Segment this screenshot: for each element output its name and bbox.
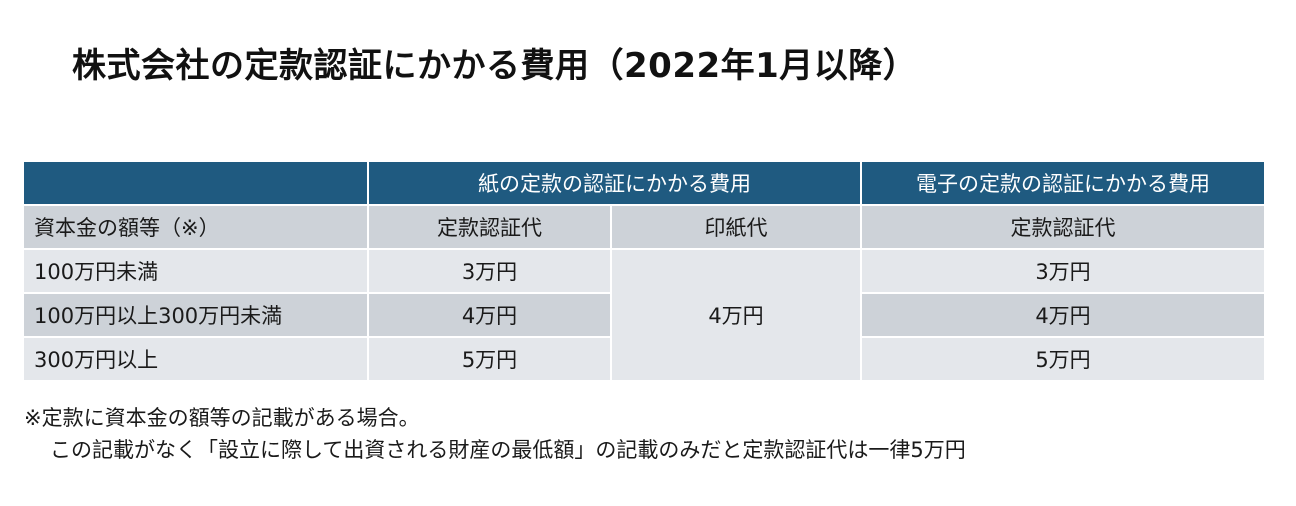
fee-table: 紙の定款の認証にかかる費用 電子の定款の認証にかかる費用 資本金の額等（※） 定… (24, 162, 1264, 382)
table-row: 100万円未満 3万円 4万円 3万円 (24, 250, 1264, 382)
capital-cell: 300万円以上 (24, 338, 369, 382)
group-header-row: 紙の定款の認証にかかる費用 電子の定款の認証にかかる費用 (24, 162, 1264, 206)
capital-cell: 100万円以上300万円未満 (24, 294, 369, 338)
capital-cell: 100万円未満 (24, 250, 369, 294)
footnote-line-2: この記載がなく「設立に際して出資される財産の最低額」の記載のみだと定款認証代は一… (50, 438, 966, 462)
stamp-fee-cell: 4万円 (612, 250, 862, 382)
table-row: 100万円以上300万円未満 4万円 4万円 (24, 294, 1264, 338)
footnote-line-1: ※定款に資本金の額等の記載がある場合。 (24, 406, 420, 430)
paper-cert-cell: 5万円 (369, 338, 612, 382)
electronic-cert-header: 定款認証代 (862, 206, 1264, 250)
sub-header-row: 資本金の額等（※） 定款認証代 印紙代 定款認証代 (24, 206, 1264, 250)
electronic-cert-cell: 4万円 (862, 294, 1264, 338)
paper-cert-header: 定款認証代 (369, 206, 612, 250)
stamp-header: 印紙代 (612, 206, 862, 250)
page-title: 株式会社の定款認証にかかる費用（2022年1月以降） (72, 46, 918, 86)
paper-fee-header: 紙の定款の認証にかかる費用 (369, 162, 862, 206)
electronic-cert-cell: 3万円 (862, 250, 1264, 294)
electronic-cert-cell: 5万円 (862, 338, 1264, 382)
paper-cert-cell: 4万円 (369, 294, 612, 338)
footnote: ※定款に資本金の額等の記載がある場合。 この記載がなく「設立に際して出資される財… (24, 402, 966, 466)
empty-header-cell (24, 162, 369, 206)
paper-cert-cell: 3万円 (369, 250, 612, 294)
capital-header: 資本金の額等（※） (24, 206, 369, 250)
table-row: 300万円以上 5万円 5万円 (24, 338, 1264, 382)
electronic-fee-header: 電子の定款の認証にかかる費用 (862, 162, 1264, 206)
